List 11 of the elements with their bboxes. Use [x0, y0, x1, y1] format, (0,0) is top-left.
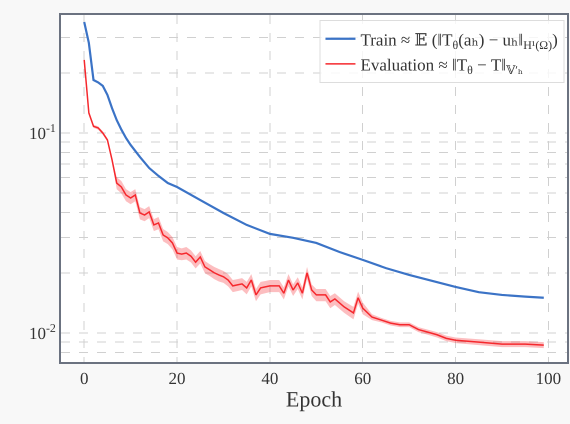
y-tick-label: 10$^{-1}$ — [28, 120, 56, 143]
x-tick-label: 0 — [80, 369, 88, 388]
x-tick-label: 40 — [261, 369, 278, 388]
x-tick-label: 20 — [168, 369, 186, 388]
x-tick-label: 80 — [447, 369, 464, 388]
x-tick-label: 100 — [536, 369, 562, 388]
x-axis-title: Epoch — [286, 386, 342, 412]
y-tick-label: 10$^{-2}$ — [28, 320, 56, 343]
legend-label: Train ≈ 𝔼 (‖T$_{θ}$(aₕ) − uₕ‖$_{H¹(Ω)}$) — [360, 30, 558, 52]
legend-label: Evaluation ≈ ‖T$_{θ}$ − T‖$_{𝕍′ₕ}$ — [360, 55, 524, 78]
x-tick-label: 60 — [354, 369, 372, 388]
